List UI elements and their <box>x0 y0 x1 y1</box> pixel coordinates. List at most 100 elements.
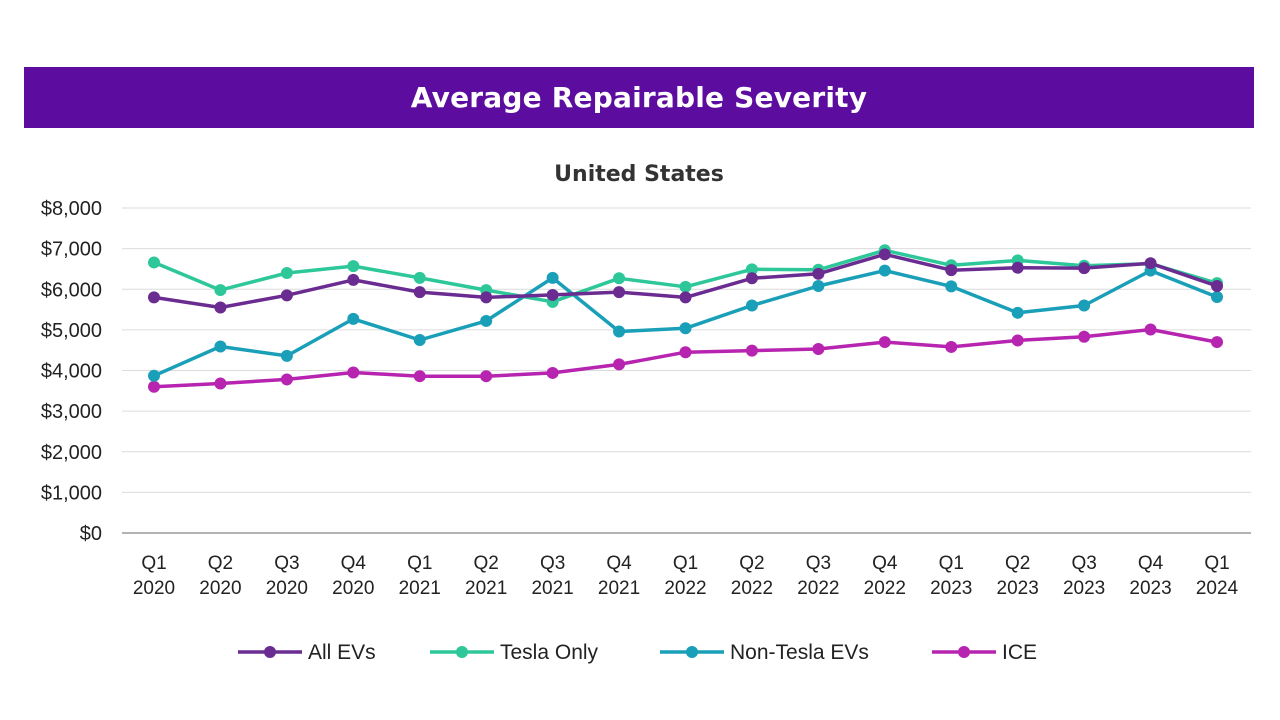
data-point-ice <box>413 370 426 383</box>
data-point-ice <box>1078 330 1091 343</box>
x-tick-label: Q2 2021 <box>465 553 507 599</box>
data-point-non-tesla-evs <box>1211 290 1223 303</box>
legend-item-tesla-only: Tesla Only <box>430 641 599 664</box>
data-point-ice <box>546 366 559 379</box>
x-tick-quarter: Q1 <box>141 553 166 574</box>
grid-layer <box>122 207 1251 534</box>
data-point-non-tesla-evs <box>613 325 626 338</box>
series-non-tesla-evs <box>148 264 1223 382</box>
x-tick-quarter: Q3 <box>806 553 831 574</box>
legend: All EVs Tesla Only Non-Tesla EVs ICE <box>238 641 1037 664</box>
data-point-non-tesla-evs <box>214 340 227 353</box>
x-tick-label: Q4 2022 <box>864 553 906 599</box>
x-tick-year: 2023 <box>930 578 972 599</box>
data-point-all-evs <box>546 288 559 301</box>
x-tick-quarter: Q3 <box>274 553 299 574</box>
x-tick-year: 2020 <box>266 578 308 599</box>
x-axis-ticks: Q1 2020 Q2 2020 Q3 2020 Q4 2020 Q1 2021 Q2 2021 Q3 20… <box>133 553 1239 599</box>
legend-swatch-marker <box>456 646 468 658</box>
x-tick-label: Q2 2022 <box>731 553 773 599</box>
data-point-tesla-only <box>214 284 227 297</box>
data-point-all-evs <box>214 301 227 314</box>
x-tick-label: Q4 2023 <box>1129 553 1171 599</box>
data-point-ice <box>347 366 360 379</box>
data-point-ice <box>1144 323 1157 336</box>
data-point-non-tesla-evs <box>148 369 160 382</box>
legend-swatch-marker <box>958 646 970 658</box>
x-tick-quarter: Q1 <box>407 553 432 574</box>
x-tick-label: Q4 2020 <box>332 553 374 599</box>
x-tick-year: 2021 <box>531 578 573 599</box>
y-tick-label: $6,000 <box>41 279 102 301</box>
data-point-tesla-only <box>745 263 758 276</box>
data-point-non-tesla-evs <box>1078 299 1091 312</box>
data-point-ice <box>280 373 293 386</box>
x-tick-quarter: Q3 <box>540 553 565 574</box>
data-point-non-tesla-evs <box>745 299 758 312</box>
data-point-all-evs <box>347 273 360 286</box>
x-tick-label: Q1 2020 <box>133 553 175 599</box>
data-point-all-evs <box>679 291 692 304</box>
data-point-all-evs <box>613 286 626 299</box>
x-tick-quarter: Q2 <box>208 553 233 574</box>
x-tick-quarter: Q1 <box>939 553 964 574</box>
data-point-ice <box>878 336 891 349</box>
data-point-all-evs <box>1144 257 1157 270</box>
series-all-evs <box>148 248 1223 314</box>
y-tick-label: $3,000 <box>41 401 102 423</box>
legend-label: Non-Tesla EVs <box>730 641 869 664</box>
data-point-tesla-only <box>347 260 360 273</box>
legend-item-ice: ICE <box>932 641 1037 664</box>
x-tick-label: Q3 2020 <box>266 553 308 599</box>
data-point-all-evs <box>1011 261 1024 274</box>
x-tick-quarter: Q2 <box>1005 553 1030 574</box>
data-point-all-evs <box>945 264 958 277</box>
data-point-ice <box>745 344 758 357</box>
legend-swatch-marker <box>264 646 276 658</box>
x-tick-year: 2022 <box>797 578 839 599</box>
y-tick-label: $0 <box>80 523 102 545</box>
y-tick-label: $4,000 <box>41 361 102 383</box>
data-point-non-tesla-evs <box>878 264 891 277</box>
data-point-tesla-only <box>613 272 626 285</box>
x-tick-label: Q1 2024 <box>1196 553 1239 599</box>
data-point-all-evs <box>812 267 825 280</box>
data-point-ice <box>1211 336 1223 349</box>
x-tick-label: Q2 2020 <box>199 553 241 599</box>
x-tick-year: 2023 <box>1129 578 1171 599</box>
chart-title: United States <box>554 162 724 187</box>
x-tick-year: 2022 <box>731 578 773 599</box>
data-point-ice <box>812 342 825 355</box>
data-point-all-evs <box>280 289 293 302</box>
legend-label: Tesla Only <box>500 641 599 664</box>
x-tick-label: Q3 2022 <box>797 553 839 599</box>
data-point-tesla-only <box>679 280 692 293</box>
x-tick-quarter: Q4 <box>872 553 898 574</box>
data-point-ice <box>214 377 227 390</box>
x-tick-quarter: Q2 <box>739 553 764 574</box>
data-point-tesla-only <box>280 267 293 279</box>
series-ice <box>148 323 1223 393</box>
y-tick-label: $2,000 <box>41 442 102 464</box>
x-tick-year: 2022 <box>664 578 706 599</box>
legend-item-all-evs: All EVs <box>238 641 376 664</box>
title-banner: Average Repairable Severity <box>24 67 1254 128</box>
data-point-non-tesla-evs <box>480 314 493 327</box>
y-tick-label: $1,000 <box>41 482 102 504</box>
y-tick-label: $8,000 <box>41 198 102 220</box>
data-point-non-tesla-evs <box>280 349 293 362</box>
x-tick-year: 2020 <box>133 578 175 599</box>
x-tick-label: Q3 2021 <box>531 553 573 599</box>
x-tick-year: 2023 <box>997 578 1039 599</box>
data-point-all-evs <box>413 286 426 299</box>
x-tick-label: Q4 2021 <box>598 553 640 599</box>
data-point-all-evs <box>480 291 493 304</box>
y-tick-label: $5,000 <box>41 320 102 342</box>
x-tick-year: 2021 <box>465 578 507 599</box>
data-point-all-evs <box>745 272 758 285</box>
legend-label: All EVs <box>308 641 376 664</box>
y-axis-ticks: $0 $1,000 $2,000 $3,000 $4,000 $5,000 $6,000 $7… <box>41 198 102 545</box>
x-tick-year: 2021 <box>598 578 640 599</box>
